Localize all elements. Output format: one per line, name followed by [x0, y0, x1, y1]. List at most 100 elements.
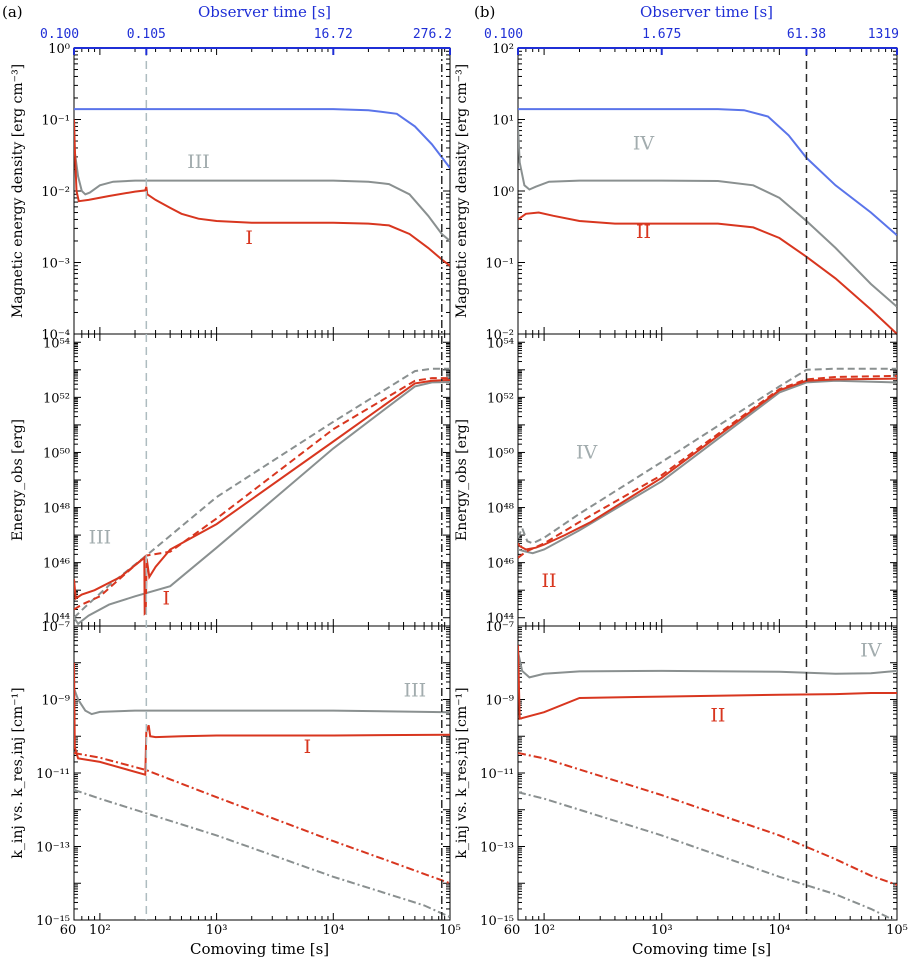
top-axis-tick-label: 276.2 [413, 27, 452, 42]
y-axis-label: Magnetic energy density [erg cm⁻³] [10, 64, 26, 318]
curve-label: I [162, 588, 170, 610]
top-axis-tick-label: 16.72 [314, 27, 353, 42]
y-tick-label: 10⁴⁸ [487, 502, 514, 517]
y-tick-label: 10⁻¹¹ [480, 767, 514, 782]
curve-label: II [636, 221, 651, 243]
y-tick-label: 10⁴⁸ [43, 502, 70, 517]
y-tick-label: 10⁴⁴ [43, 612, 70, 627]
y-tick-label: 10⁻⁷ [41, 620, 70, 635]
curve-label: IV [576, 442, 598, 464]
series-red-solid [74, 378, 450, 616]
top-axis-tick-label: 1.675 [642, 27, 681, 42]
y-tick-label: 10⁵⁰ [487, 446, 514, 461]
series-blue-solid [518, 108, 897, 237]
series-gray-dashed [518, 367, 897, 545]
subplot-2: 10⁴⁴ 10⁴⁶ 10⁴⁸ 10⁵⁰ 10⁵² 10⁵⁴ Energy_obs [erg] [10, 333, 451, 627]
subplot-1: 10⁻⁴ 10⁻³ 10⁻² 10⁻¹ 10⁰ Magnetic energy densi… [10, 42, 451, 343]
series-red-solid [518, 645, 897, 720]
y-tick-label: 10⁵⁰ [43, 446, 70, 461]
y-tick-label: 10⁴⁶ [43, 557, 70, 572]
y-tick-label: 10¹ [492, 114, 514, 129]
axes-frame [517, 625, 898, 921]
curve-label: II [541, 570, 556, 592]
top-axis-tick-label: 0.105 [127, 27, 166, 42]
y-tick-label: 10⁻¹³ [480, 841, 514, 856]
y-tick-label: 10⁻⁷ [485, 620, 514, 635]
series-gray-dashdot [74, 788, 450, 919]
curve-label: IV [860, 639, 882, 661]
curve-label: IV [633, 133, 655, 155]
curve-label: III [89, 526, 112, 548]
series-red-dashdot [74, 752, 450, 885]
x-tick-label: 10⁴ [322, 923, 344, 938]
series-gray-dashdot [518, 791, 896, 920]
y-tick-label: 10⁻¹⁵ [36, 914, 70, 929]
curve-label: I [304, 736, 312, 758]
y-axis-label: k_inj vs. k_res,inj [cm⁻¹] [454, 687, 470, 858]
panel-a-label: (a) [2, 3, 23, 21]
series-gray-solid [518, 651, 897, 679]
y-axis-label: Energy_obs [erg] [10, 419, 26, 541]
subplot-3: 10⁻¹⁵ 10⁻¹³ 10⁻¹¹ 10⁻⁹ 10⁻⁷ k_inj vs. k_res,i… [10, 620, 451, 929]
curve-label: I [245, 227, 253, 249]
y-tick-label: 10⁻² [485, 328, 514, 343]
axes-frame [73, 333, 451, 627]
x-tick-label: 10² [533, 923, 555, 938]
series-red-solid [74, 662, 450, 777]
subplot-2: 10⁴⁴ 10⁴⁶ 10⁴⁸ 10⁵⁰ 10⁵² 10⁵⁴ Energy_obs [erg] [454, 333, 898, 627]
x-tick-label: 10⁴ [768, 923, 790, 938]
panel-b-label: (b) [474, 3, 496, 21]
x-tick-label: 60 [504, 923, 521, 938]
y-tick-label: 10⁻⁴ [41, 328, 70, 343]
x-tick-label: 10⁵ [439, 923, 461, 938]
top-axis-tick-label: 61.38 [787, 27, 826, 42]
y-tick-label: 10⁵⁴ [487, 336, 514, 351]
series-gray-solid [74, 119, 450, 242]
series-blue-solid [74, 108, 450, 169]
y-tick-label: 10⁻¹¹ [36, 767, 70, 782]
y-tick-label: 10⁻¹ [485, 257, 514, 272]
y-tick-label: 10⁻¹⁵ [480, 914, 514, 929]
panel-a-top-axis-label: Observer time [s] [198, 3, 332, 21]
axes-frame [73, 47, 451, 335]
y-tick-label: 10² [492, 42, 514, 57]
top-axis-tick-label: 0.100 [40, 27, 79, 42]
y-tick-label: 10⁻⁹ [41, 694, 70, 709]
y-axis-label: k_inj vs. k_res,inj [cm⁻¹] [10, 687, 26, 858]
axes-frame [73, 625, 451, 921]
y-tick-label: 10⁻¹³ [36, 841, 70, 856]
panel-b-top-axis-label: Observer time [s] [640, 3, 774, 21]
series-gray-solid [74, 688, 450, 716]
panel-b: 10⁻² 10⁻¹ 10⁰ 10¹ 10² Magnetic energy density… [454, 27, 908, 938]
x-tick-label: 10² [89, 923, 111, 938]
series-red-dashed [74, 377, 450, 611]
series-gray-solid [74, 381, 450, 626]
x-tick-label: 60 [60, 923, 77, 938]
series-red-dashdot [518, 752, 897, 886]
subplot-1: 10⁻² 10⁻¹ 10⁰ 10¹ 10² Magnetic energy density… [454, 42, 898, 343]
axes-frame [517, 47, 898, 335]
y-axis-label: Magnetic energy density [erg cm⁻³] [454, 64, 470, 318]
y-tick-label: 10⁻¹ [41, 114, 70, 129]
series-red-solid [74, 119, 450, 267]
top-axis-tick-label: 1319 [868, 27, 899, 42]
curve-label: III [404, 680, 427, 702]
curve-label: II [710, 705, 725, 727]
y-tick-label: 10⁵² [487, 391, 514, 406]
y-tick-label: 10⁻² [41, 185, 70, 200]
curve-label: III [187, 151, 210, 173]
x-tick-label: 10³ [651, 923, 673, 938]
panel-a: 10⁻⁴ 10⁻³ 10⁻² 10⁻¹ 10⁰ Magnetic energy densi… [10, 27, 461, 938]
y-tick-label: 10⁴⁴ [487, 612, 514, 627]
series-gray-solid [518, 126, 897, 308]
y-axis-label: Energy_obs [erg] [454, 419, 470, 541]
y-tick-label: 10⁻³ [41, 257, 70, 272]
y-tick-label: 10⁴⁶ [487, 557, 514, 572]
panel-a-x-axis-label: Comoving time [s] [190, 940, 330, 958]
series-red-solid [518, 211, 897, 335]
x-tick-label: 10³ [206, 923, 228, 938]
series-gray-dashed [74, 367, 450, 619]
series-gray-solid [518, 379, 897, 555]
y-tick-label: 10⁰ [492, 185, 514, 200]
